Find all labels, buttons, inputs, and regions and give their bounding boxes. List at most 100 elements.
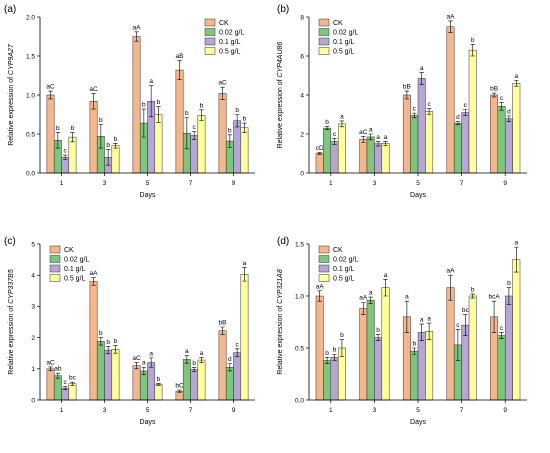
y-tick-label: 2.0 — [26, 14, 35, 21]
significance-label: bB — [403, 84, 411, 91]
significance-label: c — [500, 95, 504, 102]
y-axis-title: Relative expression of CYP337B5 — [8, 269, 15, 375]
x-tick-label: 9 — [503, 407, 507, 414]
error-bar — [339, 120, 345, 128]
bar-2-9 — [225, 366, 234, 401]
significance-label: a — [376, 134, 380, 141]
significance-label: a — [405, 294, 409, 301]
error-bar — [227, 363, 233, 372]
bar-1-9 — [218, 93, 227, 174]
bar-3-1 — [330, 357, 339, 401]
significance-label: d — [228, 356, 232, 363]
significance-label: b — [99, 117, 103, 124]
bar-4-9 — [512, 83, 521, 174]
error-bar — [177, 389, 182, 393]
bar-2-9 — [497, 106, 506, 174]
error-bar — [463, 109, 468, 116]
significance-label: c — [64, 379, 68, 386]
error-bar — [332, 138, 337, 145]
significance-label: a — [340, 113, 344, 120]
significance-label: a — [243, 260, 247, 267]
legend-swatch — [49, 264, 61, 273]
error-bar — [191, 367, 197, 372]
x-axis-title: Days — [140, 192, 156, 199]
bar-3-7 — [190, 369, 199, 401]
y-tick-label: 0.0 — [26, 170, 35, 177]
significance-label: a — [515, 240, 519, 247]
bar-1-1 — [315, 153, 324, 174]
error-bar — [463, 314, 468, 336]
y-tick-label: 6 — [300, 53, 304, 60]
x-tick-label: 5 — [416, 407, 420, 414]
error-bar — [404, 300, 410, 333]
x-tick-label: 3 — [373, 180, 377, 187]
y-tick-label: 2 — [31, 335, 35, 342]
x-tick-label: 9 — [232, 180, 236, 187]
bar-4-3 — [381, 143, 390, 174]
legend-swatch — [318, 274, 330, 282]
error-bar — [91, 277, 96, 286]
legend-label: CK — [64, 247, 74, 254]
significance-label: d — [456, 114, 460, 121]
x-tick-label: 7 — [460, 180, 464, 187]
legend-label: 0.5 g/L — [333, 276, 355, 283]
legend-label: 0.5 g/L — [219, 49, 241, 56]
x-tick-label: 5 — [416, 180, 420, 187]
legend-label: 0.5 g/L — [64, 276, 86, 283]
bar-3-9 — [504, 118, 513, 174]
bar-1-9 — [218, 330, 227, 401]
significance-label: b — [412, 341, 416, 348]
bar-3-5 — [417, 332, 426, 401]
bar-2-5 — [139, 370, 148, 401]
bar-3-9 — [233, 352, 242, 401]
bar-4-1 — [68, 383, 77, 401]
bar-3-5 — [417, 78, 426, 174]
bar-4-1 — [337, 123, 346, 174]
error-bar — [105, 346, 111, 355]
x-tick-label: 7 — [189, 180, 193, 187]
bar-4-5 — [154, 114, 163, 174]
significance-label: aC — [46, 84, 55, 91]
y-tick-label: 0.0 — [295, 397, 304, 404]
error-bar — [156, 383, 161, 386]
significance-label: a — [384, 134, 388, 141]
error-bar — [426, 108, 432, 115]
y-axis-title: Relative expression of CYP9A27 — [8, 43, 15, 146]
y-tick-label: 0 — [300, 170, 304, 177]
significance-label: a — [427, 316, 431, 323]
significance-label: b — [157, 99, 161, 106]
legend-swatch — [49, 255, 61, 263]
significance-label: bc — [462, 307, 470, 314]
significance-label: a — [420, 317, 424, 324]
significance-label: cD — [316, 145, 324, 152]
significance-label: a — [185, 348, 189, 355]
error-bar — [506, 115, 512, 123]
significance-label: c — [427, 101, 431, 108]
error-bar — [134, 362, 139, 370]
legend-label: 0.1 g/L — [333, 39, 355, 46]
y-axis-title-gene: CYP4AU86 — [277, 42, 284, 78]
significance-label: b — [99, 330, 103, 337]
significance-label: b — [114, 338, 118, 345]
significance-label: b — [325, 350, 329, 357]
error-bar — [48, 90, 53, 100]
significance-label: b — [71, 125, 75, 132]
error-bar — [156, 106, 161, 123]
error-bar — [113, 143, 118, 149]
error-bar — [514, 80, 519, 87]
error-bar — [383, 279, 388, 297]
significance-label: c — [333, 131, 337, 138]
bar-4-3 — [381, 287, 390, 401]
bar-1-1 — [315, 295, 324, 401]
significance-label: ab — [54, 366, 62, 373]
error-bar — [141, 108, 147, 138]
legend-swatch — [318, 37, 330, 46]
x-tick-label: 1 — [329, 407, 333, 414]
legend-label: 0.02 g/L — [333, 257, 358, 264]
significance-label: aA — [316, 283, 325, 290]
significance-label: b — [333, 347, 337, 354]
error-bar — [242, 267, 247, 282]
error-bar — [48, 366, 53, 371]
